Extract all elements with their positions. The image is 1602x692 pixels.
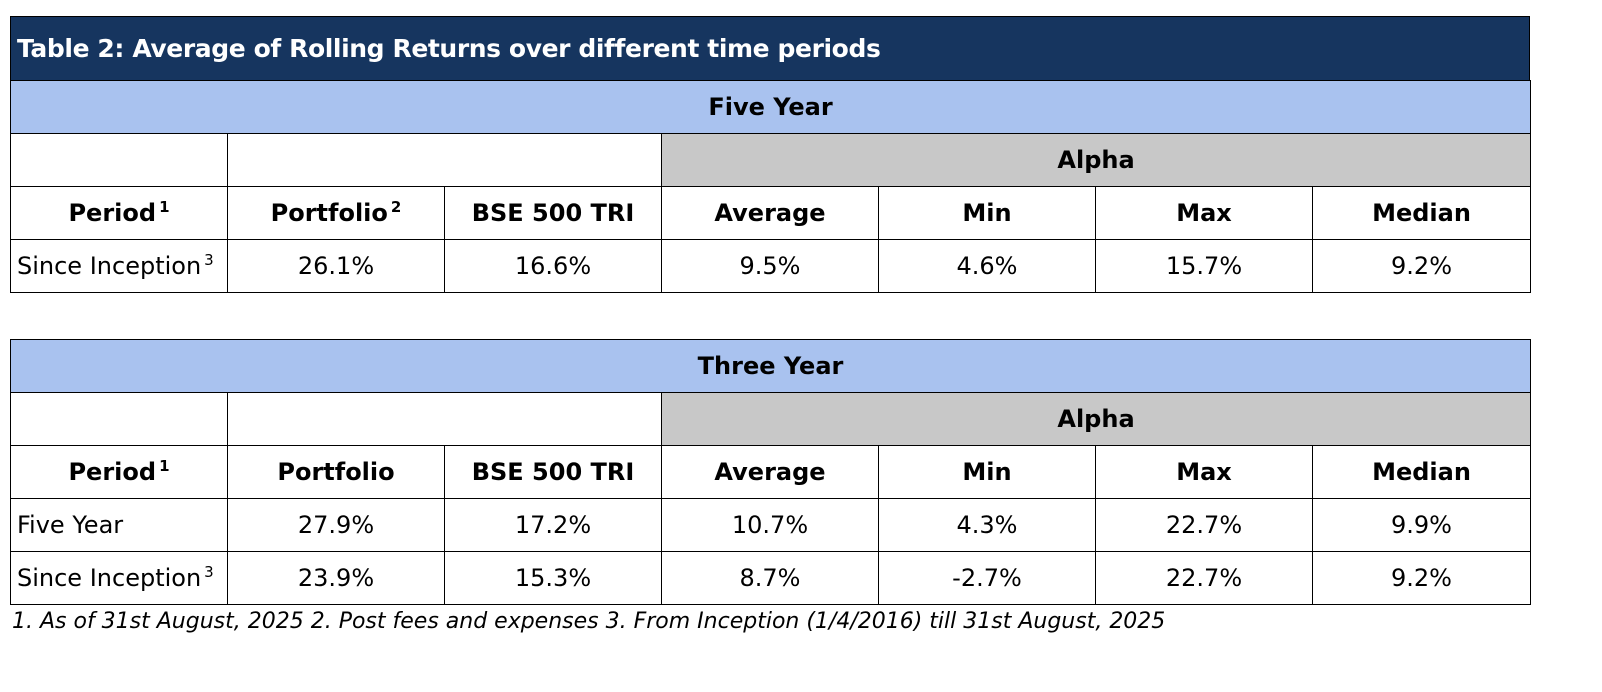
column-header-label: Min: [962, 199, 1012, 227]
table-row: Five Year 27.9% 17.2% 10.7% 4.3% 22.7% 9.9%: [10, 498, 1532, 552]
column-header-label: Min: [962, 458, 1012, 486]
value-cell: 27.9%: [227, 498, 445, 552]
blank-cell: [10, 392, 228, 446]
value-cell: -2.7%: [878, 551, 1096, 605]
value-cell: 9.9%: [1311, 498, 1532, 552]
footnote-marker: 3: [204, 251, 214, 269]
value-cell: 17.2%: [444, 498, 662, 552]
column-header: BSE 500 TRI: [444, 445, 662, 499]
section-header: Three Year: [9, 339, 1532, 393]
column-header-label: Period: [68, 458, 157, 486]
value-cell: 4.6%: [878, 239, 1096, 293]
group-row: Alpha: [10, 133, 1532, 187]
three-year-table: Three Year Alpha Period 1 Portfolio BSE 500 T…: [9, 339, 1532, 605]
section-header: Five Year: [9, 80, 1532, 134]
value-cell: 22.7%: [1095, 551, 1313, 605]
value-cell: 9.2%: [1311, 551, 1532, 605]
column-header-label: Max: [1176, 458, 1232, 486]
column-header-label: Max: [1176, 199, 1232, 227]
column-header-label: Median: [1372, 458, 1471, 486]
column-header: Period 1: [10, 445, 228, 499]
footnote-marker: 3: [204, 563, 214, 581]
returns-report: Table 2: Average of Rolling Returns over…: [9, 16, 1532, 634]
column-header-label: Average: [714, 199, 826, 227]
column-header-label: Median: [1372, 199, 1471, 227]
blank-cell: [227, 133, 662, 187]
value-cell: 9.5%: [661, 239, 879, 293]
period-label: Five Year: [17, 511, 124, 539]
group-row: Alpha: [10, 392, 1532, 446]
value-cell: 4.3%: [878, 498, 1096, 552]
column-header: Average: [661, 445, 879, 499]
column-header-label: BSE 500 TRI: [471, 458, 635, 486]
blank-cell: [10, 133, 228, 187]
column-header-label: Portfolio: [270, 199, 388, 227]
value-cell: 23.9%: [227, 551, 445, 605]
footnote: 1. As of 31st August, 2025 2. Post fees …: [12, 609, 1166, 634]
column-header: Max: [1095, 445, 1313, 499]
footnote-marker: 2: [390, 198, 402, 216]
alpha-group-header: Alpha: [660, 133, 1532, 187]
column-header: Portfolio: [227, 445, 445, 499]
value-cell: 8.7%: [661, 551, 879, 605]
column-header: Average: [661, 186, 879, 240]
column-header: Median: [1311, 445, 1532, 499]
period-cell: Since Inception 3: [10, 239, 228, 293]
table-row: Since Inception 3 23.9% 15.3% 8.7% -2.7% 22.7%…: [10, 551, 1532, 605]
value-cell: 16.6%: [444, 239, 662, 293]
value-cell: 26.1%: [227, 239, 445, 293]
column-header: Median: [1311, 186, 1532, 240]
footnote-marker: 1: [159, 198, 170, 216]
column-header: Min: [878, 445, 1096, 499]
column-header: Min: [878, 186, 1096, 240]
column-header: Portfolio 2: [227, 186, 445, 240]
column-header-label: BSE 500 TRI: [471, 199, 635, 227]
value-cell: 10.7%: [661, 498, 879, 552]
column-header: Period 1: [10, 186, 228, 240]
footnote-marker: 1: [159, 457, 170, 475]
column-header-row: Period 1 Portfolio 2 BSE 500 TRI Average Min Ma…: [10, 186, 1532, 240]
blank-cell: [227, 392, 662, 446]
five-year-table: Five Year Alpha Period 1 Portfolio 2 BSE 500 T…: [9, 80, 1532, 293]
column-header: Max: [1095, 186, 1313, 240]
period-cell: Since Inception 3: [10, 551, 228, 605]
column-header: BSE 500 TRI: [444, 186, 662, 240]
period-label: Since Inception: [17, 564, 202, 592]
table-title: Table 2: Average of Rolling Returns over…: [10, 16, 1530, 80]
period-label: Since Inception: [17, 252, 202, 280]
column-header-label: Average: [714, 458, 826, 486]
value-cell: 15.7%: [1095, 239, 1313, 293]
column-header-label: Portfolio: [277, 458, 395, 486]
column-header-label: Period: [68, 199, 157, 227]
alpha-group-header: Alpha: [660, 392, 1532, 446]
column-header-row: Period 1 Portfolio BSE 500 TRI Average Min Max…: [10, 445, 1532, 499]
table-row: Since Inception 3 26.1% 16.6% 9.5% 4.6% 15.7% 9…: [10, 239, 1532, 293]
period-cell: Five Year: [10, 498, 228, 552]
section-row: Five Year: [9, 80, 1532, 134]
value-cell: 22.7%: [1095, 498, 1313, 552]
value-cell: 15.3%: [444, 551, 662, 605]
value-cell: 9.2%: [1311, 239, 1532, 293]
section-row: Three Year: [9, 339, 1532, 393]
